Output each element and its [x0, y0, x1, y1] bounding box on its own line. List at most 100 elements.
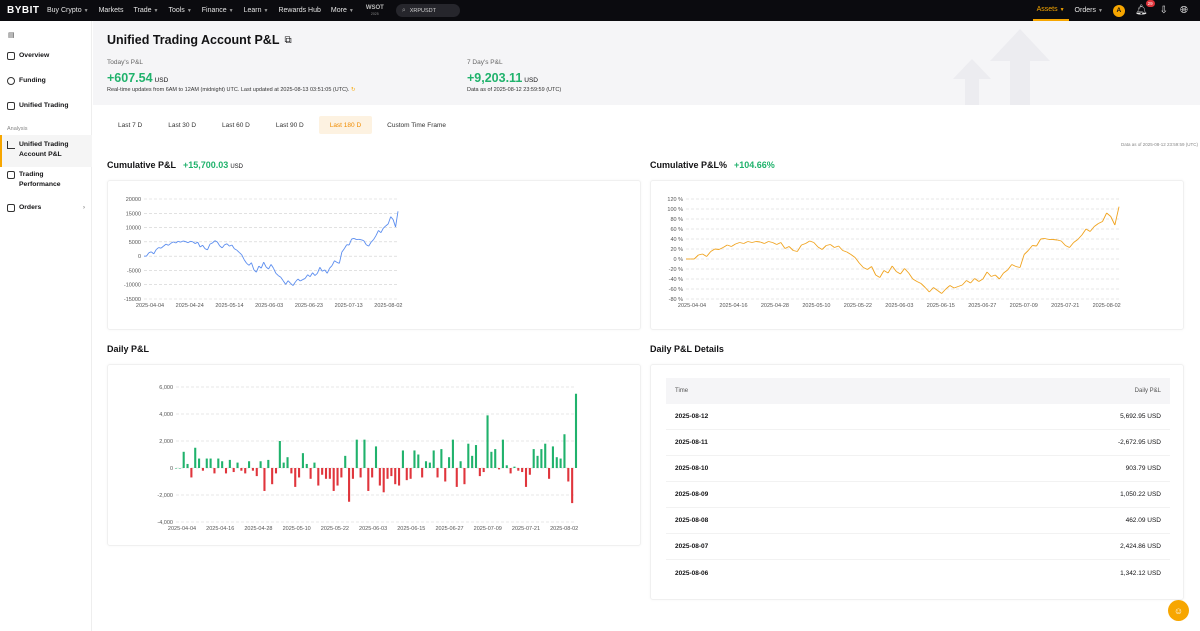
series-line-segment	[830, 244, 835, 248]
y-tick-label: 0 %	[674, 257, 684, 263]
series-line-segment	[383, 225, 387, 229]
daily-pnl-details-title: Daily P&L Details	[650, 344, 724, 354]
tab-custom-time-frame[interactable]: Custom Time Frame	[387, 121, 447, 129]
tab-last-60d[interactable]: Last 60 D	[222, 121, 250, 129]
bar	[571, 468, 574, 504]
x-tick-label: 2025-06-15	[927, 303, 955, 309]
series-line-segment	[739, 242, 744, 244]
x-tick-label: 2025-06-23	[295, 303, 323, 309]
today-pnl-value: +607.54 USD	[107, 71, 169, 85]
series-line-segment	[1032, 245, 1037, 247]
bar	[194, 447, 197, 468]
tab-last-30d[interactable]: Last 30 D	[168, 121, 197, 129]
refresh-icon[interactable]: ↻	[350, 87, 356, 93]
download-icon[interactable]: ⇩	[1159, 5, 1168, 16]
sidebar-item-unified-trading[interactable]: Unified Trading	[0, 101, 92, 111]
nav-finance[interactable]: Finance ▼	[201, 7, 234, 14]
bar	[498, 468, 501, 470]
series-line-segment	[756, 241, 761, 243]
y-tick-label: 80 %	[670, 217, 683, 223]
wsot-banner[interactable]: WSOT 2025	[365, 4, 384, 16]
series-line-segment	[933, 287, 938, 291]
series-line-segment	[1098, 221, 1103, 224]
series-line-segment	[180, 240, 184, 243]
external-link-icon[interactable]: ⧉	[284, 34, 292, 46]
sidebar-collapse-icon[interactable]: ▤	[8, 32, 15, 39]
series-line-segment	[941, 288, 947, 294]
series-line-segment	[255, 265, 260, 273]
bar	[332, 468, 335, 491]
nav-markets[interactable]: Markets	[98, 7, 124, 14]
nav-orders[interactable]: Orders ▼	[1074, 7, 1103, 14]
series-line-segment	[160, 245, 164, 249]
support-chat-icon[interactable]: ☺	[1168, 600, 1189, 621]
series-line-segment	[302, 278, 306, 280]
series-line-segment	[285, 280, 289, 285]
bybit-logo[interactable]: BYBIT	[7, 5, 40, 16]
series-line-segment	[199, 244, 203, 248]
bar	[182, 451, 185, 468]
bar	[294, 468, 297, 487]
y-tick-label: 6,000	[159, 385, 173, 391]
y-tick-label: -40 %	[669, 277, 683, 283]
tab-last-180d[interactable]: Last 180 D	[318, 116, 373, 134]
nav-right: Assets ▼ Orders ▼ A 🔔︎ 29 ⇩ 🌐︎	[1032, 0, 1200, 21]
series-line-segment	[292, 281, 296, 286]
series-line-segment	[928, 287, 934, 293]
sidebar-item-trading-performance[interactable]: Trading Performance	[0, 170, 92, 190]
nav-assets[interactable]: Assets ▼	[1032, 0, 1069, 21]
x-tick-label: 2025-07-09	[1010, 303, 1038, 309]
daily-pnl-chart-panel: 6,000 4,000 2,000 0 -2,000 -4,000 2025-04-04 20…	[107, 364, 641, 546]
bar	[424, 461, 428, 468]
bar	[567, 468, 570, 482]
bar	[305, 463, 308, 468]
week-pnl-note: Data as of 2025-08-12 23:59:59 (UTC)	[467, 87, 562, 93]
bar	[236, 462, 239, 468]
series-line-segment	[970, 278, 975, 284]
globe-icon[interactable]: 🌐︎	[1180, 5, 1188, 16]
y-tick-label: -15000	[124, 297, 141, 303]
bar	[224, 468, 228, 474]
nav-trade[interactable]: Trade ▼	[133, 7, 159, 14]
week-pnl-label: 7 Day's P&L	[467, 59, 503, 66]
series-line-segment	[290, 282, 294, 286]
search-input[interactable]: ⌕ XRPUSDT	[395, 4, 460, 17]
bar	[467, 443, 470, 468]
sidebar-item-funding[interactable]: Funding	[0, 76, 92, 86]
series-line-segment	[300, 279, 303, 282]
series-line-segment	[924, 287, 930, 293]
nav-learn[interactable]: Learn ▼	[243, 7, 269, 14]
series-line-segment	[212, 240, 216, 244]
chevron-right-icon: ›	[83, 205, 85, 211]
nav-buy-crypto[interactable]: Buy Crypto ▼	[47, 7, 89, 14]
series-line-segment	[1052, 239, 1058, 241]
avatar[interactable]: A	[1112, 4, 1125, 17]
bar	[344, 455, 347, 468]
tab-last-90d[interactable]: Last 90 D	[275, 121, 304, 129]
cumulative-pnl-title: Cumulative P&L +15,700.03 USD	[107, 160, 243, 170]
bar	[274, 468, 278, 474]
y-tick-label: -60 %	[669, 287, 683, 293]
sidebar-item-uta-pnl[interactable]: Unified Trading Account P&L	[0, 135, 92, 167]
tab-last-7d[interactable]: Last 7 D	[118, 121, 143, 129]
nav-more[interactable]: More ▼	[330, 7, 354, 14]
x-tick-label: 2025-08-02	[374, 303, 402, 309]
cumulative-pnl-pct-chart-panel: 120 % 100 % 80 % 60 % 40 % 20 % 0 % -20 % -40 % -…	[650, 180, 1184, 330]
bar	[244, 468, 247, 474]
series-line-segment	[817, 246, 823, 250]
y-tick-label: -5000	[127, 268, 141, 274]
bell-icon[interactable]: 🔔︎ 29	[1134, 0, 1155, 16]
nav-rewards-hub[interactable]: Rewards Hub	[278, 7, 321, 14]
sidebar-item-orders[interactable]: Orders ›	[0, 203, 92, 213]
bar	[290, 468, 293, 474]
series-line-segment	[312, 272, 316, 276]
series-line-segment	[920, 283, 926, 288]
y-tick-label: 0	[170, 466, 173, 472]
series-line-segment	[768, 241, 773, 243]
nav-tools[interactable]: Tools ▼	[168, 7, 192, 14]
series-line-segment	[238, 252, 242, 256]
series-line-segment	[1015, 266, 1021, 268]
sidebar-item-overview[interactable]: Overview	[0, 51, 92, 61]
series-line-segment	[999, 272, 1004, 280]
series-line-segment	[863, 267, 868, 270]
